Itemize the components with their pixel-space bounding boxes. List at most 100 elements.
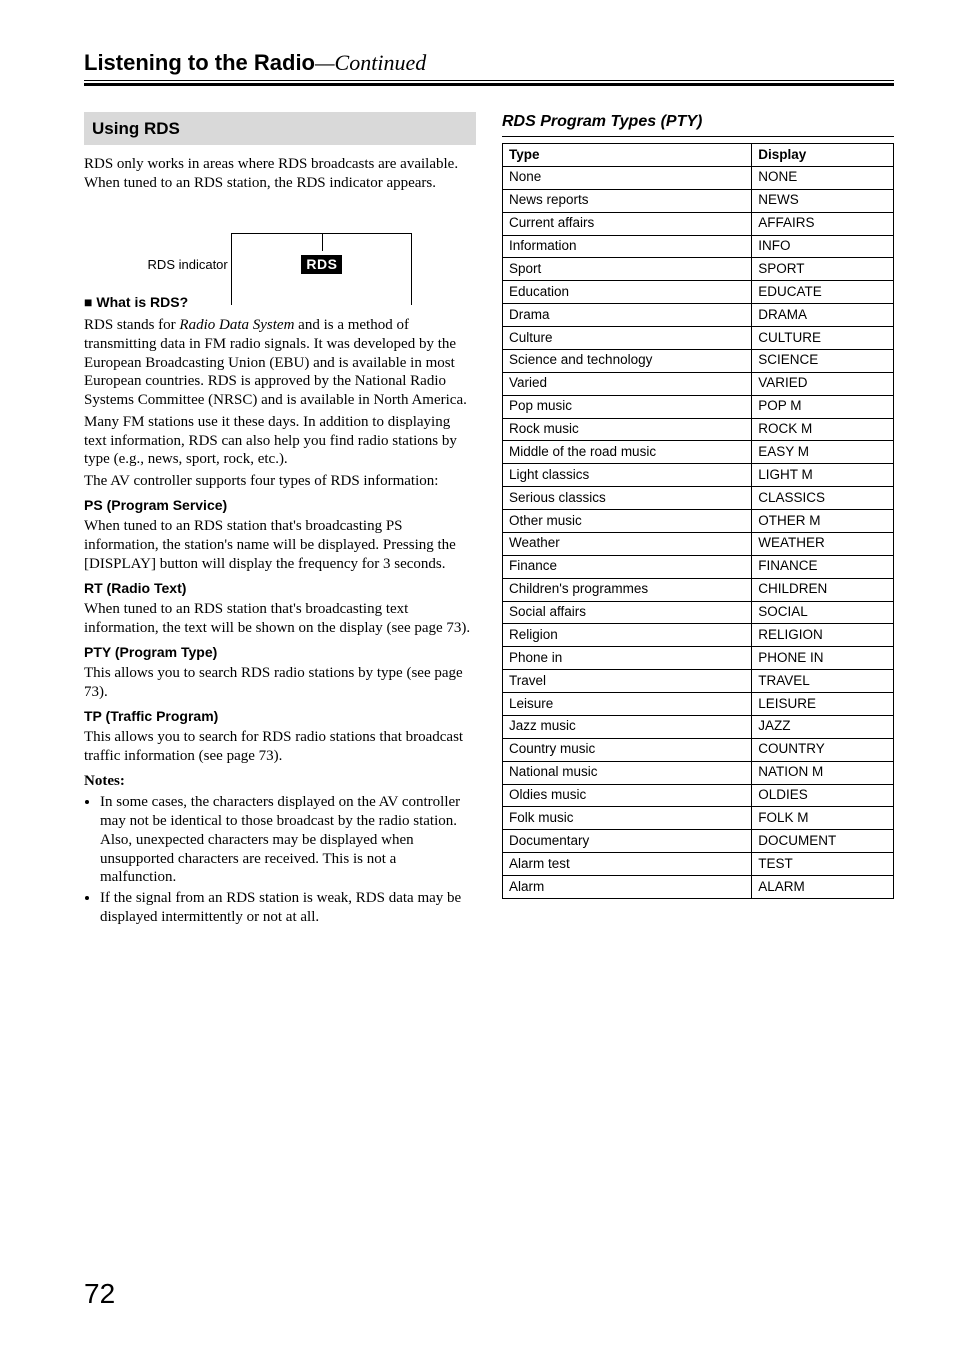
header-continued: —Continued (315, 50, 426, 75)
what-is-rds-heading: What is RDS? (96, 294, 188, 310)
what-is-rds-p1: RDS stands for Radio Data System and is … (84, 316, 476, 410)
table-row: AlarmALARM (503, 876, 894, 899)
pty-type-cell: Leisure (503, 693, 752, 716)
pty-subheading: RDS Program Types (PTY) (502, 112, 894, 137)
pty-type-cell: Weather (503, 532, 752, 555)
pty-display-cell: DRAMA (752, 304, 894, 327)
pty-type-cell: Folk music (503, 807, 752, 830)
pty-type-cell: Education (503, 281, 752, 304)
tp-heading: TP (Traffic Program) (84, 708, 476, 726)
table-row: Science and technologySCIENCE (503, 349, 894, 372)
pty-type-cell: Country music (503, 738, 752, 761)
pty-display-cell: SOCIAL (752, 601, 894, 624)
table-row: Social affairsSOCIAL (503, 601, 894, 624)
tp-body: This allows you to search for RDS radio … (84, 728, 476, 766)
ps-heading: PS (Program Service) (84, 497, 476, 515)
table-row: FinanceFINANCE (503, 555, 894, 578)
what-is-rds-p3: The AV controller supports four types of… (84, 472, 476, 491)
table-row: National musicNATION M (503, 761, 894, 784)
pty-display-cell: JAZZ (752, 715, 894, 738)
bullet-icon: ■ (84, 294, 96, 310)
table-row: WeatherWEATHER (503, 532, 894, 555)
notes-list: In some cases, the characters displayed … (84, 793, 476, 926)
table-row: SportSPORT (503, 258, 894, 281)
note-item: In some cases, the characters displayed … (100, 793, 476, 887)
pty-display-cell: AFFAIRS (752, 212, 894, 235)
pty-type-cell: Serious classics (503, 487, 752, 510)
pty-col-display: Display (752, 144, 894, 167)
table-row: Jazz musicJAZZ (503, 715, 894, 738)
pty-display-cell: NEWS (752, 189, 894, 212)
table-row: Country musicCOUNTRY (503, 738, 894, 761)
pty-col-type: Type (503, 144, 752, 167)
note-item: If the signal from an RDS station is wea… (100, 889, 476, 927)
pty-type-cell: Religion (503, 624, 752, 647)
pty-display-cell: POP M (752, 395, 894, 418)
pty-display-cell: VARIED (752, 372, 894, 395)
pty-type-cell: Documentary (503, 830, 752, 853)
table-row: LeisureLEISURE (503, 693, 894, 716)
table-row: Children's programmesCHILDREN (503, 578, 894, 601)
pty-display-cell: CHILDREN (752, 578, 894, 601)
notes-heading: Notes: (84, 773, 125, 789)
table-row: News reportsNEWS (503, 189, 894, 212)
pty-type-cell: News reports (503, 189, 752, 212)
table-row: DocumentaryDOCUMENT (503, 830, 894, 853)
rt-body: When tuned to an RDS station that's broa… (84, 600, 476, 638)
pty-type-cell: Rock music (503, 418, 752, 441)
pty-display-cell: COUNTRY (752, 738, 894, 761)
pty-type-cell: Science and technology (503, 349, 752, 372)
table-row: DramaDRAMA (503, 304, 894, 327)
pty-display-cell: OLDIES (752, 784, 894, 807)
pty-type-cell: Light classics (503, 464, 752, 487)
table-row: Pop musicPOP M (503, 395, 894, 418)
table-row: Middle of the road musicEASY M (503, 441, 894, 464)
pty-heading: PTY (Program Type) (84, 644, 476, 662)
pty-display-cell: DOCUMENT (752, 830, 894, 853)
pty-display-cell: FINANCE (752, 555, 894, 578)
rt-heading: RT (Radio Text) (84, 580, 476, 598)
pty-type-cell: Middle of the road music (503, 441, 752, 464)
pty-display-cell: CULTURE (752, 327, 894, 350)
table-row: InformationINFO (503, 235, 894, 258)
pty-type-cell: Phone in (503, 647, 752, 670)
pty-display-cell: LEISURE (752, 693, 894, 716)
table-row: Oldies musicOLDIES (503, 784, 894, 807)
pty-display-cell: EDUCATE (752, 281, 894, 304)
pty-display-cell: NONE (752, 166, 894, 189)
rds-indicator-label: RDS indicator (148, 257, 228, 272)
what-is-rds-p2: Many FM stations use it these days. In a… (84, 413, 476, 469)
section-heading-using-rds: Using RDS (84, 112, 476, 145)
pty-display-cell: CLASSICS (752, 487, 894, 510)
table-row: Other musicOTHER M (503, 510, 894, 533)
pty-type-cell: Sport (503, 258, 752, 281)
table-row: ReligionRELIGION (503, 624, 894, 647)
pty-display-cell: OTHER M (752, 510, 894, 533)
pty-display-cell: INFO (752, 235, 894, 258)
pty-display-cell: LIGHT M (752, 464, 894, 487)
pty-type-cell: National music (503, 761, 752, 784)
pty-type-cell: Oldies music (503, 784, 752, 807)
pty-type-cell: Culture (503, 327, 752, 350)
pty-display-cell: EASY M (752, 441, 894, 464)
pty-type-cell: Travel (503, 670, 752, 693)
pty-type-cell: Finance (503, 555, 752, 578)
pty-type-cell: Children's programmes (503, 578, 752, 601)
pty-type-cell: Varied (503, 372, 752, 395)
pty-type-cell: Social affairs (503, 601, 752, 624)
pty-type-cell: Alarm (503, 876, 752, 899)
pty-display-cell: SPORT (752, 258, 894, 281)
pty-display-cell: WEATHER (752, 532, 894, 555)
pty-type-cell: Pop music (503, 395, 752, 418)
pty-table: Type Display NoneNONENews reportsNEWSCur… (502, 143, 894, 899)
table-row: Serious classicsCLASSICS (503, 487, 894, 510)
table-row: Light classicsLIGHT M (503, 464, 894, 487)
table-row: TravelTRAVEL (503, 670, 894, 693)
pty-display-cell: ALARM (752, 876, 894, 899)
ps-body: When tuned to an RDS station that's broa… (84, 517, 476, 573)
table-row: EducationEDUCATE (503, 281, 894, 304)
table-row: NoneNONE (503, 166, 894, 189)
table-row: Alarm testTEST (503, 853, 894, 876)
pty-type-cell: Alarm test (503, 853, 752, 876)
pty-type-cell: Drama (503, 304, 752, 327)
